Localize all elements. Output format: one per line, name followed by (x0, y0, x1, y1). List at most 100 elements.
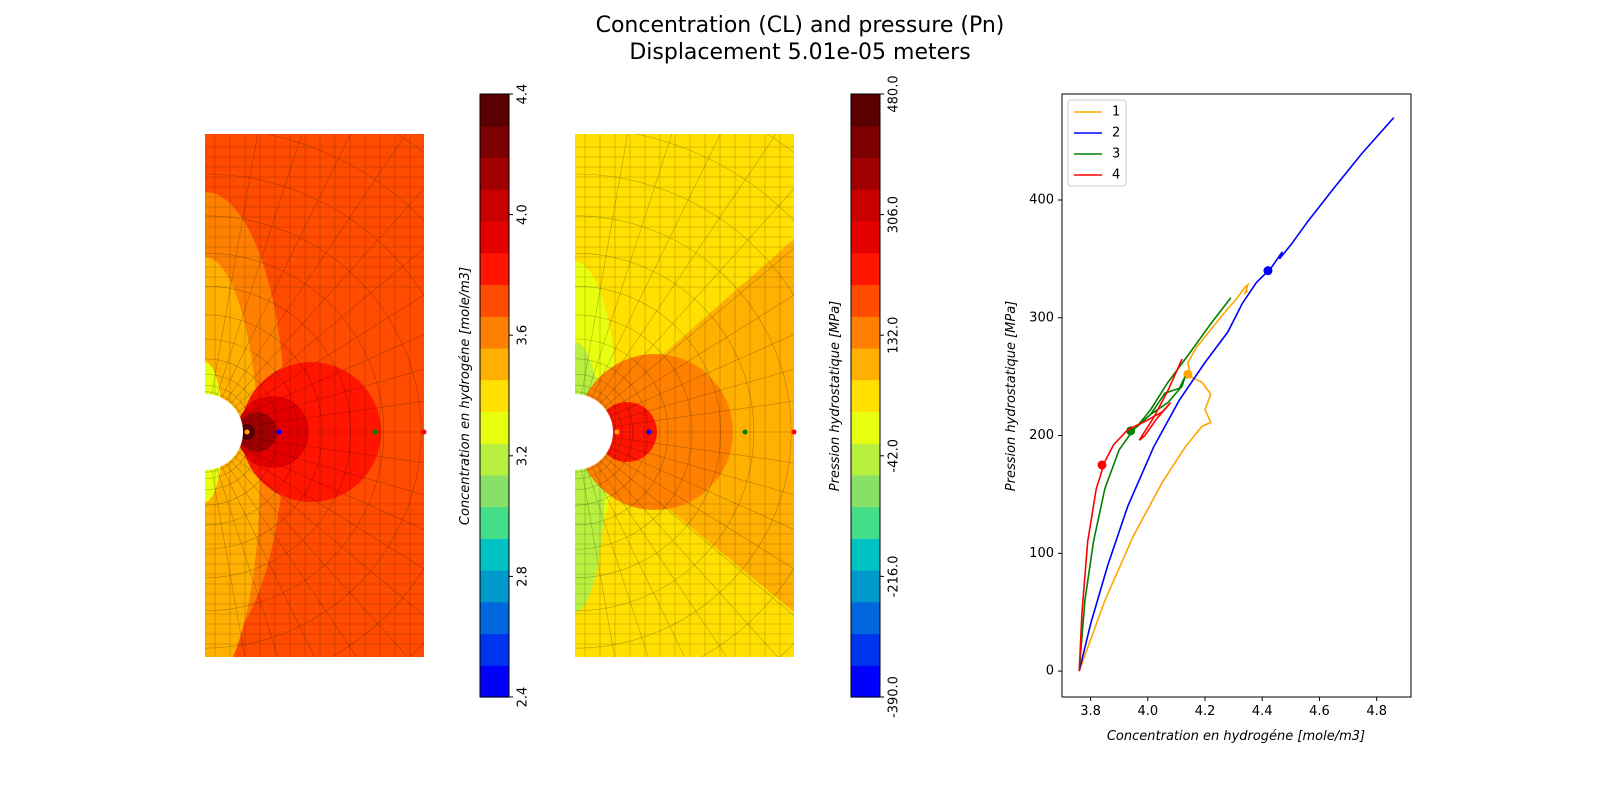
mesh-line (575, 431, 728, 657)
y-tick-label: 400 (1029, 192, 1054, 207)
line-chart: 3.8 4.0 4.2 4.4 4.6 4.8 0 100 200 300 400 1 2 3 4 (1029, 93, 1412, 719)
colorbar-frame (850, 93, 881, 698)
colorbar-band (480, 189, 509, 222)
mesh-line (575, 134, 777, 433)
colorbar-tick-label: 4.4 (516, 84, 531, 105)
colorbar-band (480, 316, 509, 349)
colorbar-band (851, 252, 880, 286)
probe-point (421, 429, 427, 435)
colorbar-band (480, 506, 509, 539)
chart-xlabel: Concentration en hydrogéne [mole/m3] (1107, 729, 1365, 744)
probe-point (372, 429, 378, 435)
colorbar-tick-label: 132.0 (887, 317, 902, 354)
chart-ylabel: Pression hydrostatique [MPa] (1004, 301, 1019, 491)
mesh-line (575, 400, 794, 433)
mesh-line (575, 431, 649, 657)
probe-point (742, 429, 748, 435)
notch-hole (197, 394, 205, 470)
colorbar-band (851, 379, 880, 412)
colorbar-band (480, 570, 509, 603)
mesh-line (575, 431, 686, 657)
colorbar-band (480, 347, 509, 381)
colorbar-band (851, 316, 880, 349)
mesh-line (575, 431, 794, 617)
plot-area (1061, 93, 1412, 698)
colorbar-band (851, 474, 880, 508)
colorbar-band (480, 157, 509, 190)
colorbar-band (480, 538, 509, 571)
notch-hole (567, 394, 575, 470)
colorbar-tick-label: -390.0 (887, 676, 902, 718)
series-line-1 (1078, 282, 1250, 672)
y-tick-label: 200 (1029, 428, 1054, 443)
colorbar-pressure-label: Pression hydrostatique [MPa] (828, 301, 843, 491)
colorbar-band (480, 411, 509, 444)
y-tick-label: 300 (1029, 310, 1054, 325)
colorbar-tick-label: -42.0 (887, 439, 902, 473)
legend-label: 4 (1112, 168, 1120, 183)
series-line-4 (1078, 358, 1183, 672)
colorbar-band (480, 443, 509, 476)
mesh-line (575, 431, 778, 657)
colorbar-band (480, 379, 509, 412)
x-tick-label: 3.8 (1080, 704, 1101, 719)
colorbar-tick-label: 3.6 (516, 325, 531, 346)
colorbar-band (480, 601, 509, 635)
colorbar-band (480, 252, 509, 286)
colorbar-band (851, 94, 880, 127)
mesh-line (205, 294, 424, 433)
figure-title-block: Concentration (CL) and pressure (Pn) Dis… (0, 12, 1600, 66)
mesh-line (205, 215, 422, 649)
colorbar-band (851, 506, 880, 539)
mesh-line (205, 431, 424, 496)
probe-point (791, 429, 797, 435)
mesh-line (205, 373, 264, 491)
x-tick-label: 4.6 (1309, 704, 1330, 719)
mesh-line (205, 431, 424, 530)
mesh-line (575, 431, 794, 496)
series-marker-1 (1183, 369, 1193, 379)
series-line-2 (1078, 117, 1395, 672)
mesh-line (205, 431, 408, 657)
colorbar-band (480, 125, 509, 159)
contour-region (597, 402, 657, 462)
colorbar-tick-label: 2.4 (516, 687, 531, 708)
mesh-line (205, 368, 424, 433)
mesh-line (205, 431, 424, 570)
mesh-line (205, 247, 424, 433)
mesh-line (575, 285, 722, 579)
mesh-line (575, 368, 794, 433)
colorbar-tick-label: 306.0 (887, 196, 902, 233)
mesh-line (575, 431, 794, 464)
mesh-line (575, 188, 794, 433)
contour-plot-concentration (197, 134, 427, 657)
mesh-line (205, 134, 351, 433)
mesh-line (575, 134, 673, 433)
mesh-line (575, 431, 615, 657)
legend-box (1067, 99, 1127, 187)
probe-point (614, 429, 620, 435)
y-tick-label: 0 (1046, 664, 1054, 679)
contour-fields (575, 134, 794, 657)
mesh-line (205, 431, 316, 657)
figure-title: Concentration (CL) and pressure (Pn) (595, 13, 1005, 38)
mesh-line (575, 431, 794, 570)
mesh-line (575, 314, 693, 550)
mesh-line (205, 400, 424, 433)
colorbar-band (851, 538, 880, 571)
colorbar-band (480, 474, 509, 508)
mesh-line (575, 134, 721, 433)
probe-point (276, 429, 282, 435)
mesh-line (205, 431, 279, 657)
colorbar-band (480, 220, 509, 254)
x-tick-label: 4.0 (1137, 704, 1158, 719)
colorbar-band (851, 443, 880, 476)
mesh-grid (575, 134, 794, 657)
colorbar-band (851, 411, 880, 444)
colorbar-band (851, 284, 880, 317)
colorbar-concentration-label: Concentration en hydrogéne [mole/m3] (458, 267, 473, 525)
colorbar-band (851, 125, 880, 159)
mesh-line (205, 285, 352, 579)
colorbar-band (851, 347, 880, 381)
